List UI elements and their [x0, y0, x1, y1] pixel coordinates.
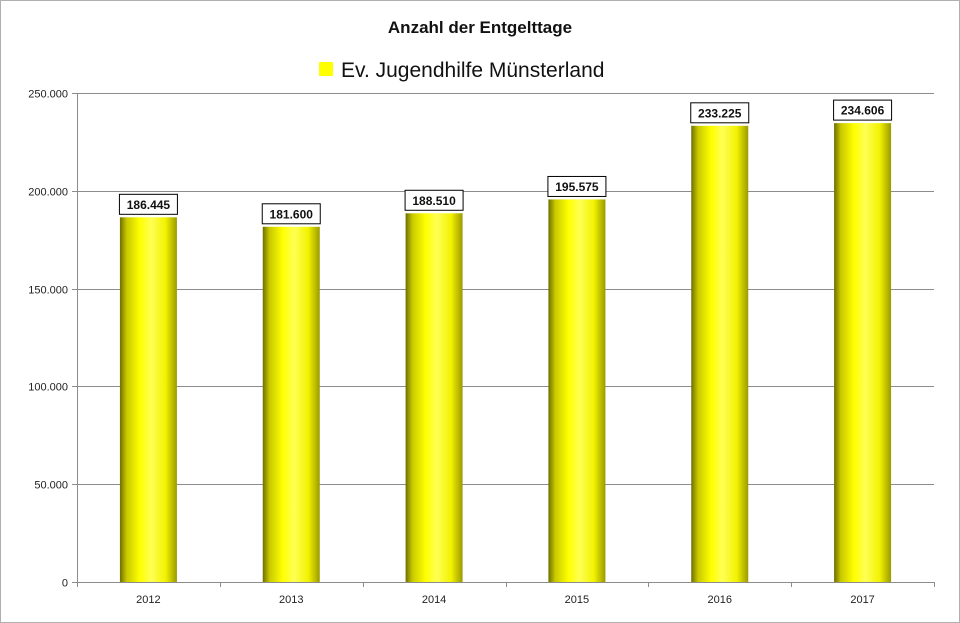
data-labels: 186.445 181.600 188.510 195.575 233.225 234.6… — [118, 99, 893, 225]
y-tick-label: 200.000 — [28, 187, 68, 199]
legend: Ev. Jugendhilfe Münsterland — [319, 59, 604, 82]
y-tick-label: 250.000 — [28, 89, 68, 101]
y-tick-label: 150.000 — [28, 285, 68, 297]
data-label-box — [547, 175, 607, 197]
bar-2015 — [548, 199, 606, 582]
legend-label: Ev. Jugendhilfe Münsterland — [341, 59, 604, 82]
data-label: 195.575 — [555, 180, 599, 194]
data-label-box — [833, 99, 893, 121]
bar-2013 — [262, 226, 320, 582]
data-label: 186.445 — [127, 198, 171, 212]
y-tick-labels: 0 50.000 100.000 150.000 200.000 250.000 — [28, 89, 68, 590]
x-tick-label: 2015 — [565, 594, 589, 606]
bar-2016 — [691, 125, 749, 583]
axes — [72, 93, 935, 587]
bar-2012 — [119, 217, 177, 582]
data-label-box — [404, 189, 464, 211]
y-tick-label: 100.000 — [28, 382, 68, 394]
legend-swatch — [319, 62, 333, 76]
data-label: 188.510 — [412, 194, 456, 208]
data-label: 234.606 — [841, 104, 885, 118]
data-label-box — [690, 102, 750, 124]
data-label-box — [261, 203, 321, 225]
data-label: 233.225 — [698, 106, 742, 120]
chart-title: Anzahl der Entgelttage — [388, 18, 572, 37]
data-label-box — [118, 193, 178, 215]
y-tick-label: 50.000 — [34, 480, 68, 492]
bars — [119, 123, 892, 583]
x-tick-labels: 2012 2013 2014 2015 2016 2017 — [136, 594, 875, 606]
gridlines — [77, 93, 934, 485]
x-tick-label: 2013 — [279, 594, 303, 606]
y-tick-label: 0 — [62, 578, 68, 590]
data-label: 181.600 — [270, 207, 314, 221]
x-tick-label: 2012 — [136, 594, 160, 606]
x-tick-label: 2016 — [708, 594, 732, 606]
bar-2017 — [834, 123, 892, 583]
x-tick-label: 2014 — [422, 594, 446, 606]
x-tick-label: 2017 — [850, 594, 874, 606]
bar-2014 — [405, 213, 463, 582]
